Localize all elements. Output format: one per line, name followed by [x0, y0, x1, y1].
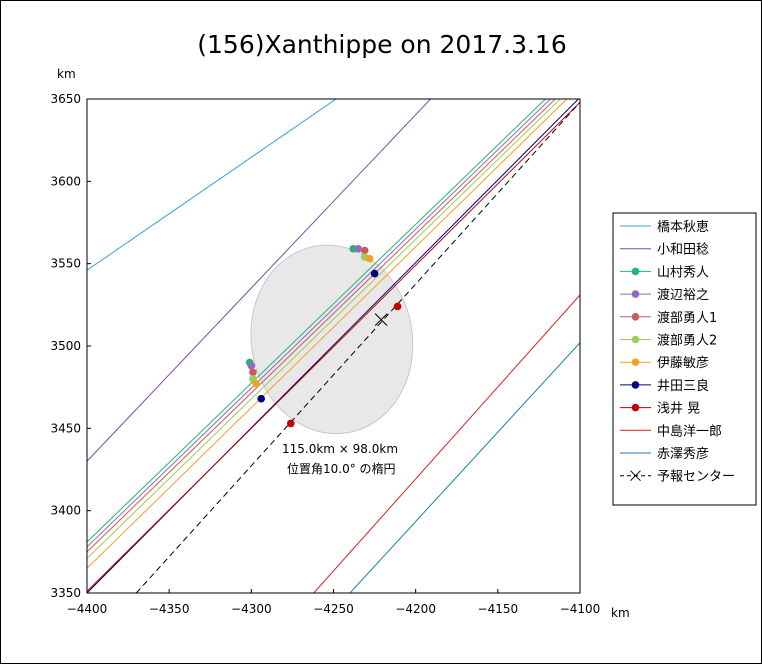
ellipse-size-label: 115.0km × 98.0km — [282, 442, 398, 456]
y-tick-label: 3400 — [50, 504, 81, 518]
event-point-8-1 — [393, 302, 402, 311]
legend-label-center: 予報センター — [657, 470, 735, 485]
y-tick-label: 3500 — [50, 339, 81, 353]
legend-label-5: 渡部勇人2 — [657, 333, 717, 349]
x-tick-label: −4400 — [67, 602, 108, 616]
event-point-3-0 — [247, 361, 256, 370]
chord-line-4 — [87, 99, 557, 553]
chord-line-0 — [87, 99, 337, 271]
prediction-center-line — [135, 101, 580, 593]
legend-label-8: 浅井 晃 — [657, 402, 700, 417]
legend-marker-6 — [631, 358, 640, 367]
event-point-4-1 — [360, 246, 369, 255]
legend-marker-4 — [631, 313, 640, 321]
legend-label-2: 山村秀人 — [657, 265, 709, 280]
chord-line-1 — [87, 99, 432, 462]
legend-label-1: 小和田稔 — [657, 243, 709, 258]
prediction-center-marker — [374, 313, 388, 327]
legend-marker-2 — [631, 267, 640, 276]
ellipse-angle-label: 位置角10.0° の楕円 — [287, 461, 396, 476]
legend-label-0: 橋本秋恵 — [657, 220, 709, 235]
y-tick-label: 3650 — [50, 92, 81, 106]
x-tick-label: −4150 — [478, 602, 519, 616]
x-tick-label: −4200 — [395, 602, 436, 616]
legend-marker-8 — [631, 403, 640, 412]
event-point-6-1 — [365, 254, 374, 263]
x-tick-label: −4350 — [149, 602, 190, 616]
chord-line-3 — [87, 99, 552, 548]
chord-line-6 — [87, 99, 568, 569]
legend-marker-3 — [631, 290, 640, 298]
axis-ticks: −4400 −4350 −4300 −4250 −4200 −4150 −4100 3350 3… — [50, 92, 600, 616]
chord-line-2 — [87, 99, 547, 543]
event-point-4-0 — [249, 368, 257, 377]
legend-label-7: 井田三良 — [657, 378, 709, 394]
chart-title: (156)Xanthippe on 2017.3.16 — [197, 30, 567, 59]
legend-marker-center — [630, 470, 641, 482]
event-point-6-0 — [252, 380, 261, 388]
y-tick-label: 3600 — [50, 174, 81, 188]
legend-label-6: 伊藤敏彦 — [657, 355, 709, 371]
y-tick-label: 3450 — [50, 421, 81, 435]
legend-label-9: 中島洋一郎 — [657, 424, 722, 439]
chord-line-8 — [87, 101, 580, 592]
legend-label-10: 赤澤秀彦 — [657, 446, 709, 462]
x-unit-label: km — [611, 606, 630, 620]
event-point-8-0 — [286, 419, 295, 428]
x-tick-label: −4100 — [560, 602, 601, 616]
legend-marker-7 — [631, 381, 640, 389]
y-unit-label: km — [57, 67, 76, 81]
x-tick-label: −4250 — [313, 602, 354, 616]
plot-area — [87, 99, 580, 593]
chord-line-10 — [349, 342, 580, 593]
x-tick-label: −4300 — [231, 602, 272, 616]
legend-label-3: 渡辺裕之 — [657, 287, 709, 303]
y-tick-label: 3350 — [50, 586, 81, 600]
event-point-3-1 — [354, 245, 362, 253]
legend-marker-5 — [631, 335, 640, 344]
ellipse-annotation: 115.0km × 98.0km 位置角10.0° の楕円 — [282, 442, 398, 476]
legend-label-4: 渡部勇人1 — [657, 310, 717, 326]
chord-line-9 — [313, 294, 580, 593]
event-point-7-1 — [370, 269, 379, 278]
chord-line-5 — [87, 99, 561, 559]
y-tick-label: 3550 — [50, 257, 81, 271]
event-point-7-0 — [257, 394, 265, 403]
size-ellipse — [250, 244, 414, 435]
